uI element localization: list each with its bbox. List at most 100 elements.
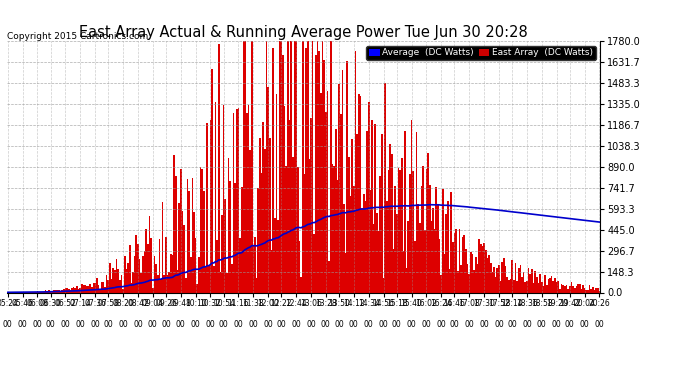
Bar: [304, 174, 305, 292]
Bar: [229, 181, 231, 292]
Bar: [305, 48, 307, 292]
Bar: [431, 221, 432, 292]
Bar: [383, 278, 384, 292]
Bar: [144, 251, 146, 292]
Bar: [91, 287, 92, 292]
Bar: [152, 288, 154, 292]
Bar: [119, 280, 121, 292]
Bar: [333, 166, 335, 292]
Bar: [228, 158, 229, 292]
Bar: [76, 286, 78, 292]
Bar: [451, 192, 452, 292]
Bar: [58, 290, 59, 292]
Bar: [237, 108, 239, 292]
Bar: [359, 96, 362, 292]
Bar: [580, 289, 582, 292]
Bar: [273, 48, 274, 292]
Bar: [389, 144, 391, 292]
Bar: [587, 290, 589, 292]
Bar: [444, 255, 445, 292]
Bar: [421, 186, 422, 292]
Bar: [453, 232, 455, 292]
Bar: [368, 102, 370, 292]
Bar: [274, 217, 275, 292]
Bar: [180, 170, 181, 292]
Bar: [489, 255, 490, 292]
Bar: [404, 130, 406, 292]
Bar: [165, 237, 167, 292]
Bar: [68, 288, 70, 292]
Bar: [426, 170, 427, 292]
Bar: [538, 284, 540, 292]
Bar: [465, 249, 466, 292]
Bar: [353, 186, 355, 292]
Bar: [455, 230, 457, 292]
Bar: [345, 253, 346, 292]
Bar: [188, 190, 190, 292]
Bar: [37, 291, 38, 292]
Bar: [302, 41, 304, 292]
Bar: [542, 286, 544, 292]
Bar: [224, 200, 226, 292]
Bar: [279, 41, 281, 292]
Bar: [200, 167, 201, 292]
Bar: [103, 282, 104, 292]
Bar: [96, 278, 97, 292]
Bar: [164, 274, 165, 292]
Bar: [518, 268, 520, 292]
Bar: [110, 279, 112, 292]
Bar: [330, 41, 332, 292]
Bar: [380, 176, 381, 292]
Bar: [205, 267, 206, 292]
Bar: [112, 268, 114, 292]
Bar: [554, 278, 556, 292]
Text: Copyright 2015 Cartronics.com: Copyright 2015 Cartronics.com: [7, 32, 148, 41]
Bar: [549, 278, 551, 292]
Bar: [575, 286, 578, 292]
Bar: [264, 149, 266, 292]
Bar: [231, 264, 233, 292]
Bar: [378, 231, 380, 292]
Bar: [373, 224, 375, 292]
Bar: [363, 194, 364, 292]
Bar: [290, 41, 292, 292]
Bar: [534, 271, 536, 292]
Bar: [493, 267, 495, 292]
Bar: [108, 280, 109, 292]
Bar: [256, 278, 257, 292]
Bar: [457, 271, 459, 292]
Bar: [483, 243, 485, 292]
Bar: [71, 288, 73, 292]
Bar: [95, 283, 96, 292]
Bar: [89, 284, 91, 292]
Bar: [417, 204, 419, 292]
Bar: [342, 70, 343, 292]
Bar: [168, 272, 170, 292]
Bar: [460, 265, 462, 292]
Bar: [326, 91, 328, 292]
Bar: [558, 280, 559, 292]
Bar: [134, 256, 135, 292]
Bar: [162, 202, 164, 292]
Bar: [401, 158, 402, 292]
Bar: [139, 260, 141, 292]
Bar: [236, 109, 237, 292]
Bar: [292, 156, 294, 292]
Bar: [46, 291, 48, 292]
Bar: [116, 259, 117, 292]
Bar: [406, 268, 407, 292]
Bar: [241, 188, 243, 292]
Bar: [86, 286, 88, 292]
Bar: [216, 240, 218, 292]
Bar: [480, 244, 482, 292]
Bar: [198, 256, 200, 292]
Bar: [559, 289, 561, 292]
Bar: [325, 112, 326, 292]
Bar: [109, 263, 110, 292]
Bar: [184, 225, 185, 292]
Bar: [411, 120, 413, 292]
Bar: [254, 237, 256, 292]
Bar: [482, 246, 483, 292]
Bar: [424, 230, 426, 292]
Bar: [495, 277, 497, 292]
